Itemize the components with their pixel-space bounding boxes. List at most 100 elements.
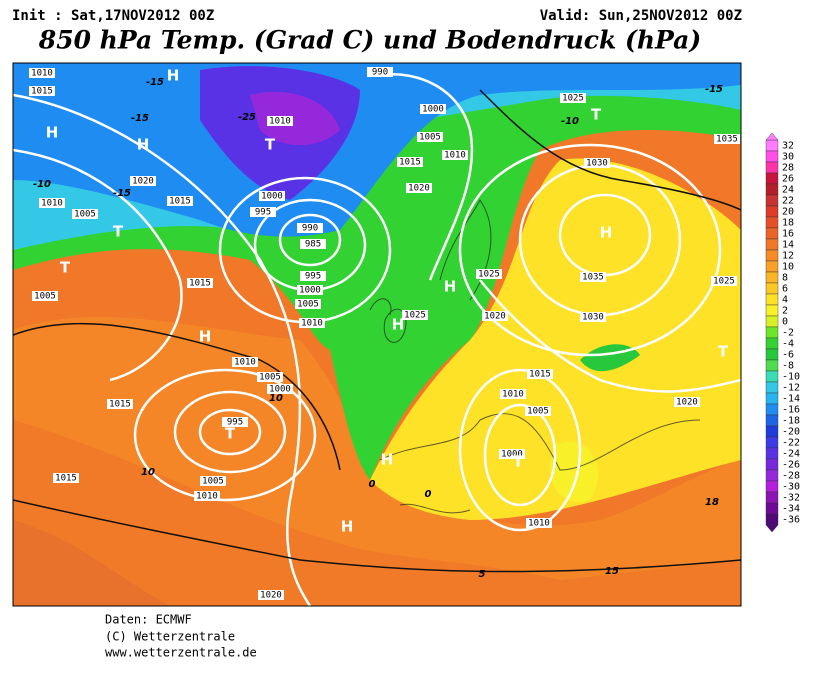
color-swatch [765, 194, 779, 207]
isobar-label: 1015 [399, 158, 421, 168]
colorbar-label: -20 [782, 427, 800, 438]
isobar-label: 1030 [582, 313, 604, 323]
temperature-label: -15 [705, 84, 723, 95]
colorbar-label: -36 [782, 515, 800, 526]
isobar-label-bg [258, 590, 284, 600]
colorbar-label: -16 [782, 405, 800, 416]
color-swatch [765, 260, 779, 273]
colorbar-label: -14 [782, 394, 800, 405]
colorbar-label: 22 [782, 196, 794, 207]
isobar-label-bg [442, 150, 468, 160]
color-swatch [765, 458, 779, 471]
temperature-label: -15 [131, 113, 149, 124]
isobar-label-bg [406, 183, 432, 193]
color-swatch [765, 469, 779, 482]
isobar-label: 1020 [260, 591, 282, 601]
isobar-label-bg [397, 157, 423, 167]
colorbar-label: -8 [782, 361, 794, 372]
color-swatch [765, 315, 779, 328]
color-swatch [765, 381, 779, 394]
website: www.wetterzentrale.de [105, 646, 257, 660]
colorbar-label: 18 [782, 218, 794, 229]
isobar-label-bg [259, 191, 285, 201]
colorbar-label: -4 [782, 339, 794, 350]
isobar-label-bg [194, 491, 220, 501]
color-swatch [765, 359, 779, 372]
isobar-label-bg [711, 276, 737, 286]
colorbar-label: 20 [782, 207, 794, 218]
colorbar-label: -2 [782, 328, 794, 339]
color-swatch [765, 183, 779, 196]
colorbar-label: -12 [782, 383, 800, 394]
colorbar-label: 4 [782, 295, 788, 306]
color-swatch [765, 425, 779, 438]
pressure-centre: T [513, 453, 524, 471]
color-swatch [765, 326, 779, 339]
color-swatch [765, 337, 779, 350]
isobar-label: 1010 [196, 492, 218, 502]
color-swatch [765, 447, 779, 460]
isobar-label: 1035 [582, 273, 604, 283]
color-swatch [765, 172, 779, 185]
color-swatch [765, 513, 779, 526]
color-swatch [765, 282, 779, 295]
isobar-label-bg [714, 134, 740, 144]
isobar-label-bg [527, 369, 553, 379]
isobar-label-bg [39, 198, 65, 208]
map-title: 850 hPa Temp. (Grad C) und Bodendruck (h… [38, 26, 701, 55]
temperature-label: -15 [113, 188, 131, 199]
isobar-label: 1010 [234, 358, 256, 368]
isobar-label-bg [560, 93, 586, 103]
isobar-label: 1035 [716, 135, 738, 145]
colorbar-label: 14 [782, 240, 794, 251]
colorbar-label: 8 [782, 273, 788, 284]
color-swatch [765, 205, 779, 218]
isobar-label: 1025 [713, 277, 735, 287]
isobar-label-bg [584, 158, 610, 168]
pressure-centre: T [265, 136, 276, 154]
color-swatch [765, 150, 779, 163]
isobar-label-bg [232, 357, 258, 367]
color-swatch [765, 370, 779, 383]
map-field [13, 63, 741, 606]
pressure-centre: H [381, 451, 394, 469]
isobar-label: 1010 [269, 117, 291, 127]
isobar-label: 1015 [169, 197, 191, 207]
isobar-label-bg [297, 285, 323, 295]
isobar-label: 995 [227, 418, 243, 428]
color-swatch [765, 436, 779, 449]
isobar-label: 990 [302, 224, 318, 234]
isobar-label-bg [167, 196, 193, 206]
isobar-label: 1005 [419, 133, 441, 143]
isobar-label: 1010 [301, 319, 323, 329]
pressure-centre: H [167, 67, 180, 85]
isobar-label: 1005 [527, 407, 549, 417]
pressure-centre: H [46, 124, 59, 142]
colorbar-label: 6 [782, 284, 788, 295]
isobar-label-bg [267, 116, 293, 126]
isobar-label: 1015 [529, 370, 551, 380]
isobar-label-bg [250, 207, 276, 217]
isobar-label-bg [402, 310, 428, 320]
isobar-label-bg [29, 86, 55, 96]
isobar-label-bg [257, 372, 283, 382]
isobar-label-bg [72, 209, 98, 219]
isobar-label-bg [297, 223, 323, 233]
color-swatch [765, 139, 779, 152]
color-swatch [765, 227, 779, 240]
temperature-label: 15 [605, 566, 619, 577]
colorbar-label: -26 [782, 460, 800, 471]
colorbar-label: 0 [782, 317, 788, 328]
isobar-label-bg [299, 318, 325, 328]
isobar-label-bg [674, 397, 700, 407]
isobar-label: 1015 [55, 474, 77, 484]
isobar-label-bg [500, 389, 526, 399]
isobar-label-bg [32, 291, 58, 301]
colorbar-label: 30 [782, 152, 794, 163]
temperature-label: -15 [146, 77, 164, 88]
isobar-label: 1000 [261, 192, 283, 202]
pressure-centre: H [392, 316, 405, 334]
isobar-label: 1000 [501, 450, 523, 460]
isobar-label-bg [526, 518, 552, 528]
temperature-label: 10 [269, 393, 283, 404]
